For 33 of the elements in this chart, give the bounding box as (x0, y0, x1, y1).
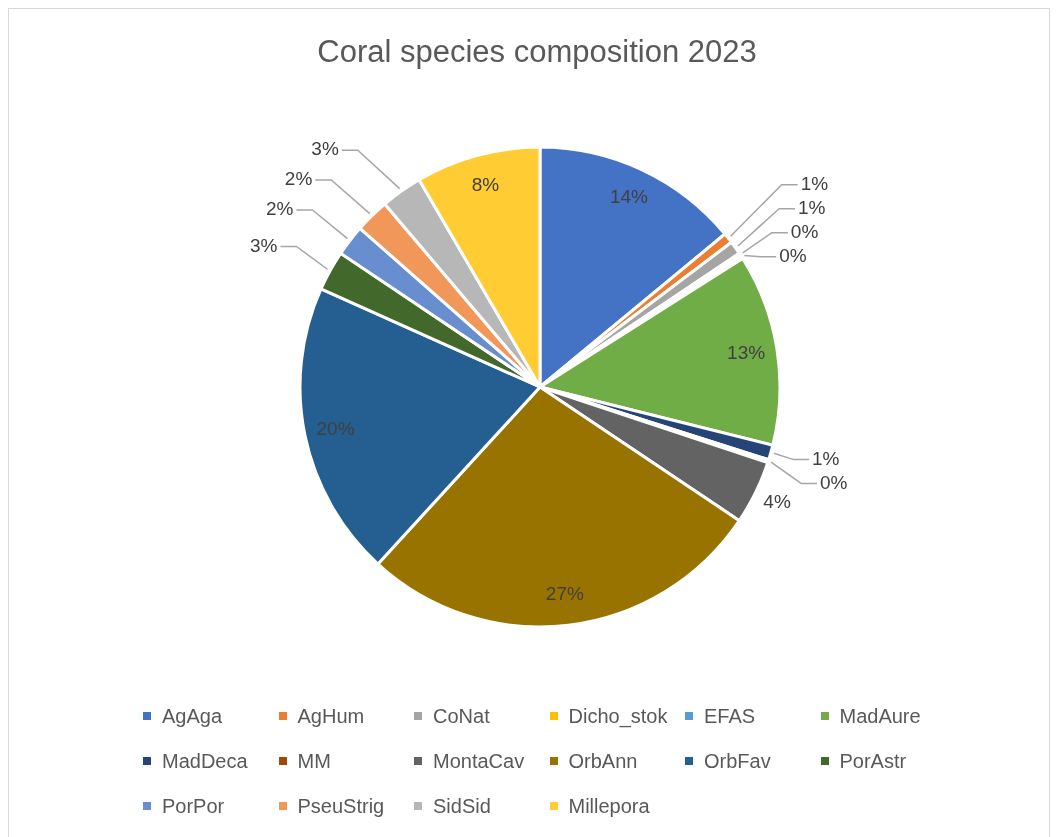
data-label: 0% (790, 220, 819, 242)
legend-label: MontaCav (433, 748, 525, 773)
legend-label: SidSid (433, 793, 491, 818)
legend-label: AgAga (162, 703, 223, 728)
data-label: 1% (812, 447, 840, 469)
data-label: 0% (779, 244, 807, 266)
data-label: 4% (763, 491, 791, 513)
legend-label: MadAure (839, 703, 921, 728)
legend-label: Millepora (568, 793, 650, 818)
legend-label: OrbFav (704, 748, 771, 773)
data-label: 8% (471, 173, 500, 195)
data-label: 27% (545, 582, 584, 604)
data-label: 3% (250, 234, 278, 256)
legend-label: CoNat (433, 703, 490, 728)
legend-label: PorAstr (839, 748, 907, 773)
data-label: 2% (265, 198, 294, 220)
legend-label: AgHum (297, 703, 365, 728)
legend-label: EFAS (704, 703, 756, 728)
chart-title: Coral species composition 2023 (317, 34, 757, 69)
data-label: 1% (800, 172, 829, 194)
legend-label: PseuStrig (297, 793, 385, 818)
data-label: 13% (727, 341, 766, 363)
legend-label: PorPor (162, 793, 225, 818)
data-label: 14% (609, 186, 649, 208)
data-label: 3% (311, 138, 339, 160)
data-label: 1% (798, 196, 826, 218)
legend-label: OrbAnn (568, 748, 638, 773)
legend-label: MadDeca (162, 748, 248, 773)
legend-label: MM (297, 748, 331, 773)
legend-label: Dicho_stok (568, 703, 668, 728)
data-label: 0% (820, 471, 848, 493)
data-label: 20% (316, 417, 355, 439)
data-label: 2% (284, 168, 313, 190)
